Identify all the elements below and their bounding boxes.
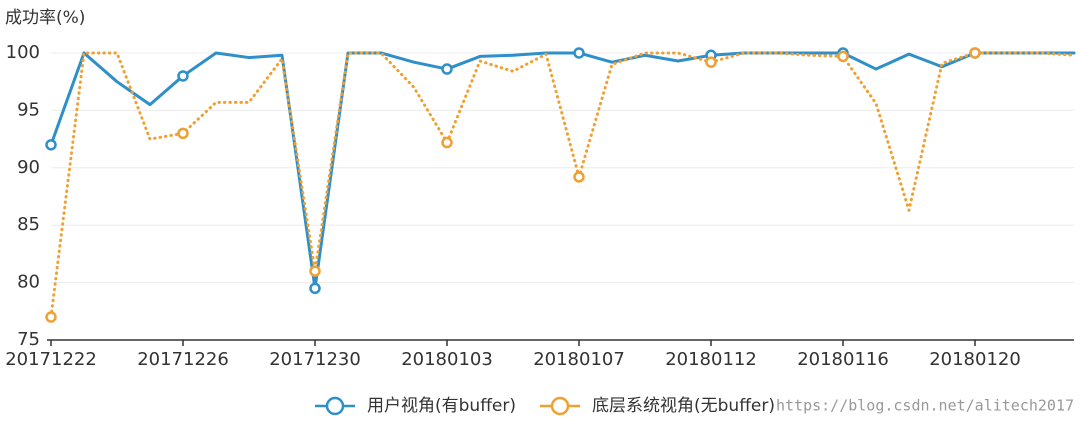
point-marker [969,47,981,59]
point-marker [441,136,453,149]
point-marker [837,50,849,63]
y-axis-title: 成功率(%) [5,8,85,28]
series-line [49,51,1076,290]
x-tick-label: 20180116 [797,349,889,370]
legend-marker [550,396,570,416]
point-marker [573,47,585,59]
series-line [49,51,1076,319]
point-marker [309,282,321,295]
point-marker [441,63,453,75]
x-tick-label: 20180107 [533,349,625,370]
legend-label: 用户视角(有buffer) [367,396,516,416]
y-tick-label: 90 [17,157,40,178]
y-tick-label: 85 [17,214,40,235]
x-tick-label: 20171230 [269,349,361,370]
y-tick-label: 80 [17,272,40,293]
point-marker [705,56,717,68]
y-tick-label: 100 [6,42,40,63]
y-tick-label: 95 [17,99,40,120]
x-tick-label: 20180103 [401,349,493,370]
x-tick-label: 20180112 [665,349,757,370]
y-tick-label: 75 [17,329,40,350]
watermark: https://blog.csdn.net/alitech2017 [776,397,1074,415]
x-tick-label: 20171226 [137,349,229,370]
point-marker [309,265,321,277]
point-marker [177,70,189,82]
point-marker [573,171,585,183]
x-tick-label: 20180120 [929,349,1021,370]
legend-marker [325,396,345,416]
legend-label: 底层系统视角(无buffer) [592,396,775,416]
point-marker [45,311,57,323]
point-marker [45,139,57,151]
point-marker [177,127,189,140]
x-tick-label: 20171222 [5,349,97,370]
